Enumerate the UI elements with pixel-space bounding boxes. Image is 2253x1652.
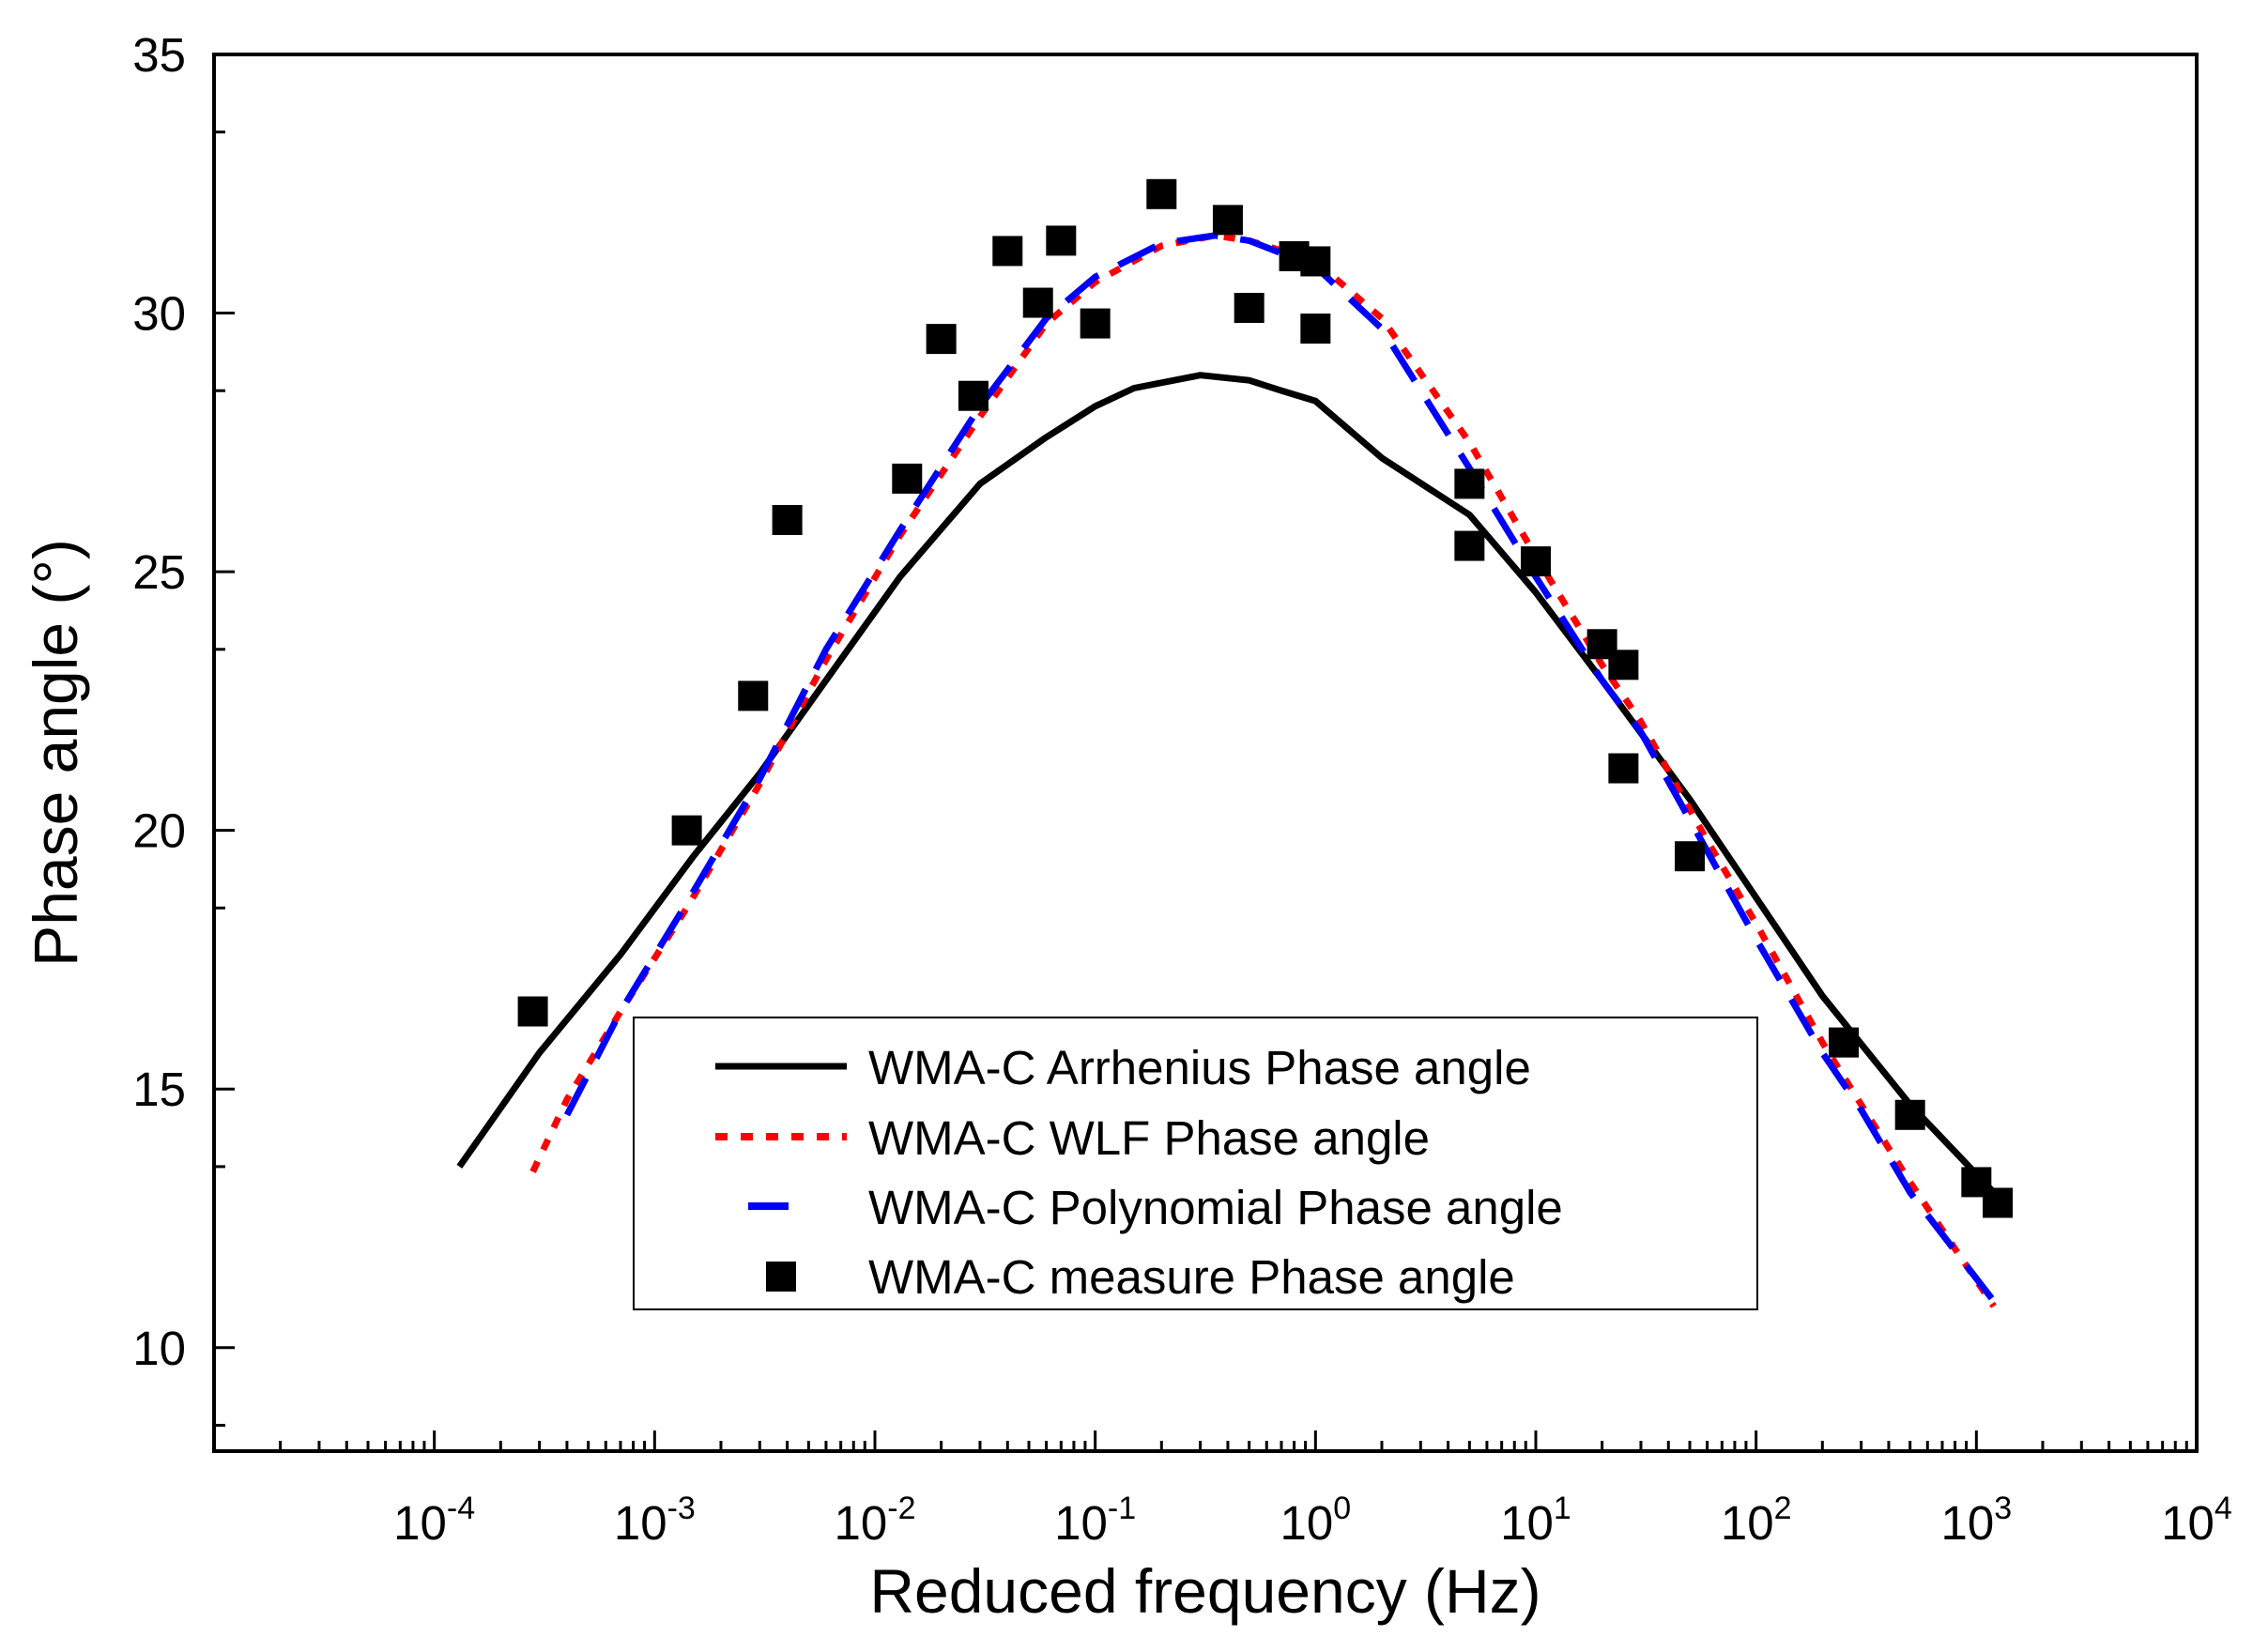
x-axis-title: Reduced frequency (Hz) (869, 1556, 1540, 1626)
measure-point (1146, 178, 1177, 209)
measure-point (1300, 314, 1331, 344)
measure-point (1608, 753, 1639, 784)
measure-point (1521, 546, 1551, 577)
legend-label-wlf: WMA-C WLF Phase angle (868, 1111, 1430, 1165)
y-tick-label: 10 (132, 1322, 186, 1375)
measure-point (892, 463, 923, 494)
measure-point (926, 324, 957, 355)
polynomial-series-line (563, 232, 1997, 1304)
x-tick-label: 103 (1941, 1491, 2013, 1550)
x-tick-label: 10-4 (393, 1491, 475, 1550)
y-tick-label: 30 (132, 287, 186, 341)
measure-point (517, 996, 548, 1027)
arrhenius-series-line (456, 372, 1997, 1195)
x-tick-label: 10-1 (1054, 1491, 1136, 1550)
x-tick-label: 10-3 (614, 1491, 696, 1550)
x-axis: 10-4 10-3 10-2 10-1 100 101 102 103 104 (212, 1430, 2232, 1550)
y-tick-label: 15 (132, 1063, 186, 1116)
measure-point (1046, 225, 1077, 256)
y-tick-label: 20 (132, 804, 186, 858)
measure-point (1022, 287, 1053, 318)
x-tick-label: 104 (2161, 1491, 2232, 1550)
measure-point (1608, 650, 1639, 681)
x-tick-label: 10-2 (835, 1491, 916, 1550)
y-tick-label: 25 (132, 545, 186, 599)
measure-point (1080, 308, 1111, 339)
measure-point (671, 815, 702, 846)
plot-series (456, 178, 2014, 1308)
measure-point (1894, 1099, 1925, 1130)
measure-point (1234, 293, 1264, 324)
measure-point (1675, 841, 1706, 872)
legend-label-measure: WMA-C measure Phase angle (868, 1250, 1515, 1304)
x-tick-label: 101 (1500, 1491, 1571, 1550)
measure-point (772, 505, 803, 535)
measure-point (738, 681, 769, 711)
measure-point (1454, 468, 1485, 499)
y-axis-title: Phase angle (°) (21, 539, 90, 967)
legend-label-arrhenius: WMA-C Arrhenius Phase angle (868, 1041, 1531, 1094)
measure-point (1829, 1027, 1860, 1058)
measure-point (1212, 205, 1243, 236)
measure-point (1300, 246, 1331, 277)
measure-point (958, 380, 989, 411)
legend-label-polynomial: WMA-C Polynomial Phase angle (868, 1181, 1563, 1234)
x-tick-label: 102 (1721, 1491, 1792, 1550)
measure-point (1454, 530, 1485, 561)
legend: WMA-C Arrhenius Phase angle WMA-C WLF Ph… (633, 1017, 1758, 1310)
y-axis: 10 15 20 25 30 35 (132, 28, 235, 1427)
x-tick-label: 100 (1280, 1491, 1352, 1550)
measure-point (1983, 1187, 2014, 1218)
measure-point (992, 236, 1023, 267)
plot-area-frame (212, 53, 2199, 1453)
y-tick-label: 35 (132, 28, 186, 82)
legend-swatch-measure (766, 1262, 796, 1292)
